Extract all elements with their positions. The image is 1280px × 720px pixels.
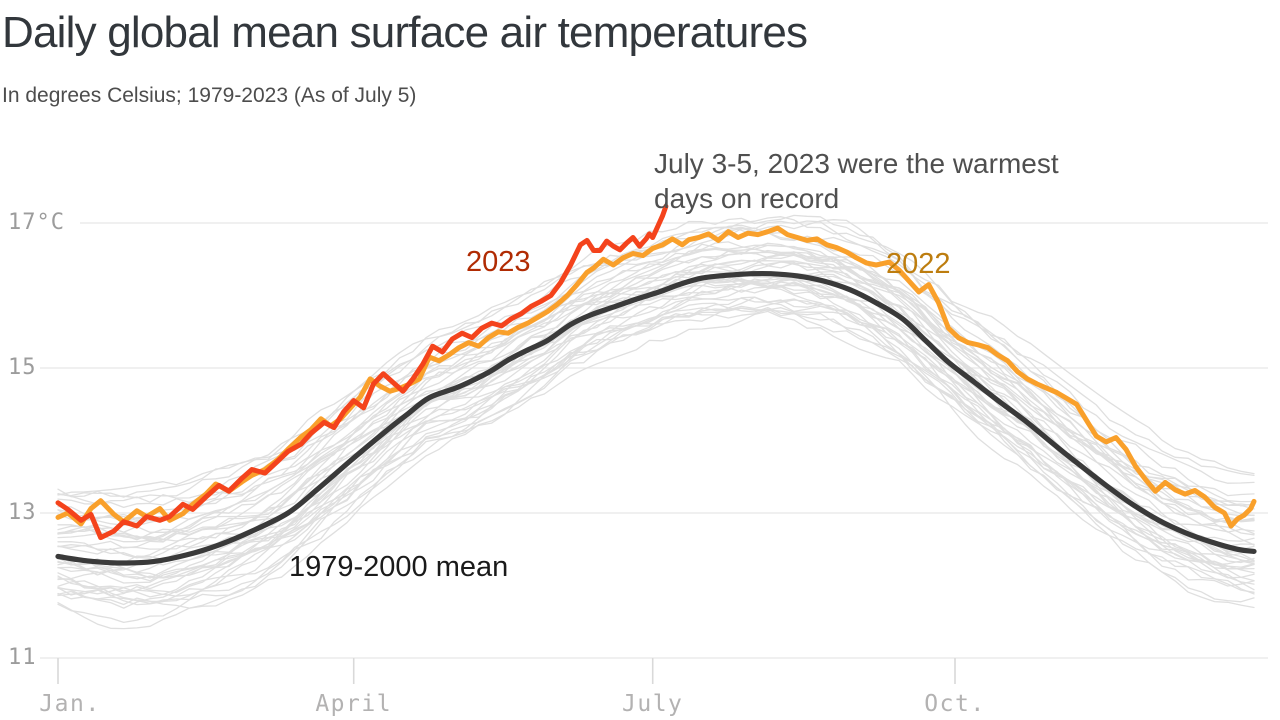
series-label-mean: 1979-2000 mean <box>289 551 509 583</box>
line-y2022 <box>55 225 1257 529</box>
line-mean <box>55 270 1257 566</box>
x-axis-ticks <box>57 658 956 684</box>
gray-year-lines <box>57 214 1255 630</box>
page-subtitle: In degrees Celsius; 1979-2023 (As of Jul… <box>2 84 417 107</box>
x-tick-label: Jan. <box>39 691 101 717</box>
y-tick-label: 15 <box>8 355 37 380</box>
line-y2023 <box>55 203 669 541</box>
y-tick-label: 17°C <box>8 210 65 235</box>
y-tick-label: 11 <box>8 645 37 670</box>
x-tick-label: July <box>622 691 684 717</box>
annotation-warmest-days: July 3-5, 2023 were the warmest days on … <box>654 148 1059 214</box>
y-tick-label: 13 <box>8 500 37 525</box>
series-label-2022: 2022 <box>886 248 951 280</box>
x-tick-label: April <box>315 691 393 717</box>
x-tick-label: Oct. <box>924 691 986 717</box>
series-label-2023: 2023 <box>466 246 531 278</box>
page-title: Daily global mean surface air temperatur… <box>2 8 808 57</box>
